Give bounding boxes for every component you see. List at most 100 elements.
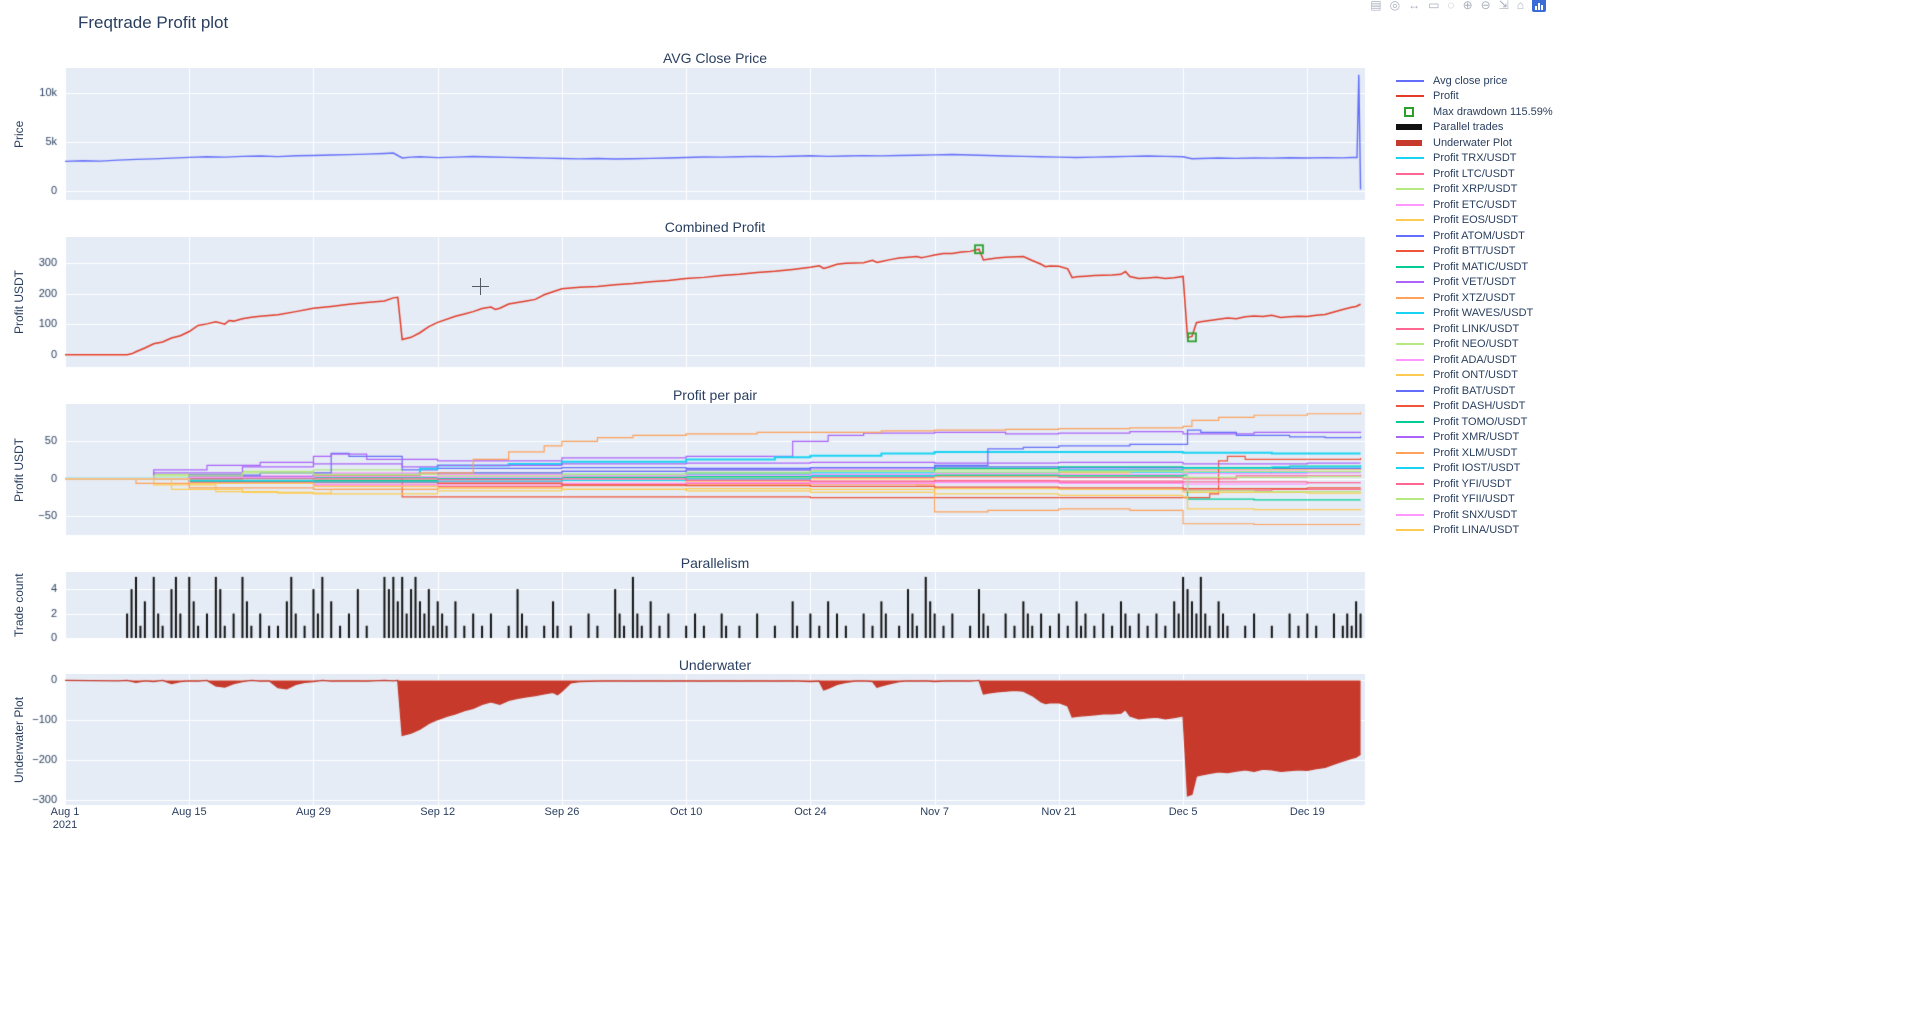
legend-swatch [1396, 529, 1426, 532]
legend-item-profit-ltc-usdt[interactable]: Profit LTC/USDT [1396, 166, 1553, 182]
legend-swatch [1396, 188, 1426, 191]
legend-label: Profit TRX/USDT [1433, 152, 1517, 165]
legend-swatch [1396, 358, 1426, 361]
zoom-in-icon[interactable]: ⊕ [1462, 0, 1473, 12]
legend-swatch [1396, 312, 1426, 315]
legend-item-profit-etc-usdt[interactable]: Profit ETC/USDT [1396, 197, 1553, 213]
legend-swatch [1396, 124, 1426, 131]
legend-item-profit-ont-usdt[interactable]: Profit ONT/USDT [1396, 368, 1553, 384]
legend-swatch [1396, 234, 1426, 237]
lasso-select-icon[interactable]: ◌ [1447, 0, 1455, 12]
legend-item-profit[interactable]: Profit [1396, 89, 1553, 105]
legend-label: Profit NEO/USDT [1433, 338, 1519, 351]
legend-label: Profit DASH/USDT [1433, 400, 1526, 413]
x-tick-label: Sep 26 [544, 806, 580, 818]
legend-item-parallel-trades[interactable]: Parallel trades [1396, 120, 1553, 136]
legend: Avg close price Profit Max drawdown 115.59… [1396, 73, 1553, 538]
legend-item-profit-atom-usdt[interactable]: Profit ATOM/USDT [1396, 228, 1553, 244]
legend-swatch [1396, 219, 1426, 222]
legend-item-profit-xrp-usdt[interactable]: Profit XRP/USDT [1396, 182, 1553, 198]
legend-item-profit-vet-usdt[interactable]: Profit VET/USDT [1396, 275, 1553, 291]
legend-label: Parallel trades [1433, 121, 1504, 134]
legend-label: Underwater Plot [1433, 136, 1512, 149]
legend-item-profit-iost-usdt[interactable]: Profit IOST/USDT [1396, 461, 1553, 477]
legend-item-profit-yfii-usdt[interactable]: Profit YFII/USDT [1396, 492, 1553, 508]
legend-swatch [1396, 482, 1426, 485]
zoom-out-icon[interactable]: ⊖ [1480, 0, 1491, 12]
legend-item-profit-xtz-usdt[interactable]: Profit XTZ/USDT [1396, 290, 1553, 306]
x-tick-label: Aug 15 [171, 806, 207, 818]
zoom-icon[interactable]: ◎ [1389, 0, 1401, 12]
plotly-logo[interactable] [1532, 0, 1546, 12]
legend-swatch [1396, 265, 1426, 268]
legend-label: Profit SNX/USDT [1433, 508, 1518, 521]
legend-label: Profit WAVES/USDT [1433, 307, 1534, 320]
legend-item-profit-link-usdt[interactable]: Profit LINK/USDT [1396, 321, 1553, 337]
box-select-icon[interactable]: ▭ [1428, 0, 1440, 12]
legend-item-underwater-plot[interactable]: Underwater Plot [1396, 135, 1553, 151]
legend-item-profit-lina-usdt[interactable]: Profit LINA/USDT [1396, 523, 1553, 539]
combined-profit-plot-area[interactable] [0, 237, 1372, 377]
legend-label: Profit XTZ/USDT [1433, 291, 1516, 304]
legend-item-profit-xlm-usdt[interactable]: Profit XLM/USDT [1396, 445, 1553, 461]
x-tick-label: Oct 24 [794, 806, 827, 818]
legend-item-profit-bat-usdt[interactable]: Profit BAT/USDT [1396, 383, 1553, 399]
legend-item-profit-neo-usdt[interactable]: Profit NEO/USDT [1396, 337, 1553, 353]
legend-label: Profit LTC/USDT [1433, 167, 1515, 180]
legend-swatch [1396, 405, 1426, 408]
x-tick-label: Sep 12 [420, 806, 456, 818]
subplot-title-combined-profit: Combined Profit [664, 219, 766, 235]
legend-item-profit-matic-usdt[interactable]: Profit MATIC/USDT [1396, 259, 1553, 275]
reset-axes-icon[interactable]: ⌂ [1516, 0, 1524, 12]
profit-per-pair-plot-area[interactable] [0, 404, 1372, 545]
legend-swatch [1396, 451, 1426, 454]
avg-close-price-plot-area[interactable] [0, 68, 1372, 210]
legend-swatch [1396, 436, 1426, 439]
legend-item-profit-trx-usdt[interactable]: Profit TRX/USDT [1396, 151, 1553, 167]
legend-swatch [1396, 172, 1426, 175]
legend-label: Profit LINA/USDT [1433, 524, 1520, 537]
legend-item-profit-ada-usdt[interactable]: Profit ADA/USDT [1396, 352, 1553, 368]
pan-icon[interactable]: ↔ [1408, 0, 1421, 12]
legend-item-profit-yfi-usdt[interactable]: Profit YFI/USDT [1396, 476, 1553, 492]
legend-label: Profit LINK/USDT [1433, 322, 1520, 335]
x-tick-label: Oct 10 [669, 806, 703, 818]
x-tick-label: Dec 19 [1289, 806, 1325, 818]
modebar: ▤ ◎ ↔ ▭ ◌ ⊕ ⊖ ⇲ ⌂ [1370, 0, 1546, 12]
underwater-plot-area[interactable] [0, 674, 1372, 815]
legend-item-profit-tomo-usdt[interactable]: Profit TOMO/USDT [1396, 414, 1553, 430]
legend-label: Max drawdown 115.59% [1433, 105, 1553, 118]
legend-swatch [1396, 327, 1426, 330]
legend-item-profit-waves-usdt[interactable]: Profit WAVES/USDT [1396, 306, 1553, 322]
legend-swatch [1396, 79, 1426, 82]
legend-swatch [1396, 296, 1426, 299]
legend-label: Profit [1433, 90, 1459, 103]
legend-item-profit-eos-usdt[interactable]: Profit EOS/USDT [1396, 213, 1553, 229]
subplot-title-parallelism: Parallelism [680, 555, 750, 571]
legend-item-profit-snx-usdt[interactable]: Profit SNX/USDT [1396, 507, 1553, 523]
legend-swatch [1396, 250, 1426, 253]
legend-label: Profit YFII/USDT [1433, 493, 1515, 506]
legend-swatch [1396, 106, 1426, 117]
x-tick-label: Aug 29 [296, 806, 331, 818]
legend-label: Profit BTT/USDT [1433, 245, 1516, 258]
download-plot-icon[interactable]: ▤ [1370, 0, 1382, 12]
legend-item-avg-close-price[interactable]: Avg close price [1396, 73, 1553, 89]
legend-item-profit-xmr-usdt[interactable]: Profit XMR/USDT [1396, 430, 1553, 446]
legend-item-profit-btt-usdt[interactable]: Profit BTT/USDT [1396, 244, 1553, 260]
legend-label: Profit BAT/USDT [1433, 384, 1516, 397]
subplot-title-avg-close-price: AVG Close Price [663, 50, 767, 66]
legend-label: Profit VET/USDT [1433, 276, 1517, 289]
autoscale-icon[interactable]: ⇲ [1498, 0, 1509, 12]
parallelism-plot-area[interactable] [0, 572, 1372, 648]
legend-swatch [1396, 513, 1426, 516]
legend-label: Profit XMR/USDT [1433, 431, 1520, 444]
legend-swatch [1396, 157, 1426, 160]
legend-item-max-drawdown-115-59-[interactable]: Max drawdown 115.59% [1396, 104, 1553, 120]
legend-item-profit-dash-usdt[interactable]: Profit DASH/USDT [1396, 399, 1553, 415]
legend-label: Profit XRP/USDT [1433, 183, 1518, 196]
legend-swatch [1396, 343, 1426, 346]
legend-label: Profit TOMO/USDT [1433, 415, 1528, 428]
legend-label: Profit MATIC/USDT [1433, 260, 1529, 273]
